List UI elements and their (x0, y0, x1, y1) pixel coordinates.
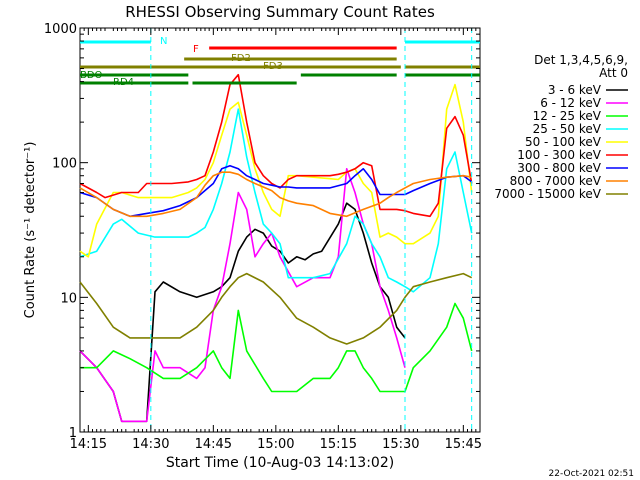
y-tick-label: 1 (69, 426, 77, 441)
bar-label-f: F (193, 44, 199, 55)
bar-label-bdo: BDO (80, 70, 103, 81)
legend-label-6-12-kev: 6 - 12 keV (540, 96, 602, 110)
observing-bars-layer: N F FD2 FD3 BDO RD4 (80, 36, 480, 88)
bar-label-rd4: RD4 (113, 77, 134, 88)
legend-label-50-100-kev: 50 - 100 keV (525, 135, 602, 149)
timestamp: 22-Oct-2021 02:51 (549, 469, 634, 479)
series-line-100-300-kev (79, 73, 473, 218)
legend-label-300-800-kev: 300 - 800 keV (517, 161, 601, 175)
bar-label-n: N (160, 36, 167, 47)
bar-label-fd3: FD3 (263, 61, 283, 72)
chart-title: RHESSI Observing Summary Count Rates (125, 3, 435, 21)
series-line-300-800-kev (79, 164, 473, 218)
series-layer (79, 73, 473, 423)
legend-label-100-300-kev: 100 - 300 keV (517, 148, 601, 162)
y-tick-label: 100 (52, 157, 77, 172)
x-tick-label: 14:15 (70, 437, 107, 452)
x-tick-label: 15:45 (445, 437, 482, 452)
legend-label-3-6-kev: 3 - 6 keV (548, 83, 602, 97)
x-tick-label: 14:30 (132, 437, 169, 452)
series-line-800-7000-kev (79, 171, 472, 218)
legend-header-line: Att 0 (599, 66, 628, 80)
vertical-markers-layer (150, 28, 473, 432)
legend-label-800-7000-kev: 800 - 7000 keV (510, 174, 602, 188)
bar-label-fd2: FD2 (231, 53, 251, 64)
series-line-50-100-kev (79, 83, 473, 258)
x-tick-label: 14:45 (195, 437, 232, 452)
y-tick-label: 1000 (44, 22, 77, 37)
x-axis-label: Start Time (10-Aug-03 14:13:02) (166, 455, 394, 471)
y-tick-label: 10 (60, 291, 77, 306)
axis-ticks-layer: 14:15 14:30 14:45 15:00 15:15 15:30 15:45 1 10 10… (44, 22, 482, 452)
x-tick-label: 15:15 (320, 437, 357, 452)
y-axis-label: Count Rate (s⁻¹ detector⁻¹) (23, 142, 38, 319)
x-tick-label: 15:00 (257, 437, 294, 452)
legend-header-line: Det 1,3,4,5,6,9, (534, 53, 628, 67)
series-line-25-50-kev (79, 108, 473, 293)
x-tick-label: 15:30 (382, 437, 419, 452)
legend-label-12-25-kev: 12 - 25 keV (533, 109, 602, 123)
legend-label-7000-15000-kev: 7000 - 15000 keV (494, 187, 601, 201)
series-line-12-25-kev (80, 302, 473, 393)
series-line-7000-15000-kev (79, 272, 473, 345)
legend-label-25-50-kev: 25 - 50 keV (533, 122, 602, 136)
